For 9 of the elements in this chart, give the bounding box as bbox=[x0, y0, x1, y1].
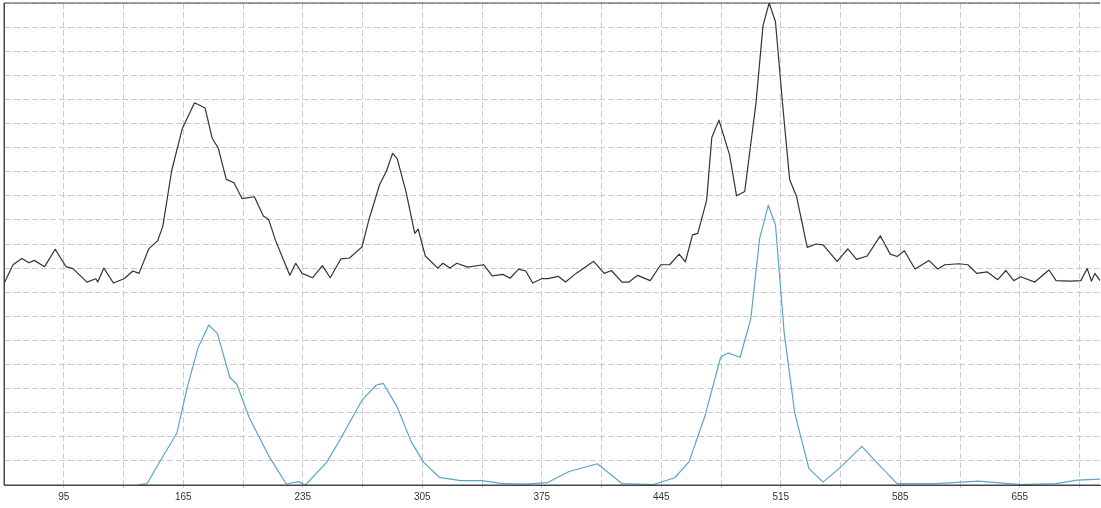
x-tick-label: 585 bbox=[891, 490, 910, 502]
x-tick-label: 235 bbox=[294, 490, 312, 502]
x-tick-label: 165 bbox=[174, 490, 193, 502]
x-tick-label: 655 bbox=[1011, 490, 1029, 502]
x-tick-label: 95 bbox=[58, 490, 70, 502]
x-tick-label: 515 bbox=[772, 490, 790, 502]
x-tick-label: 375 bbox=[533, 490, 551, 502]
x-tick-label: 305 bbox=[413, 490, 432, 502]
x-tick-label: 445 bbox=[652, 490, 671, 502]
